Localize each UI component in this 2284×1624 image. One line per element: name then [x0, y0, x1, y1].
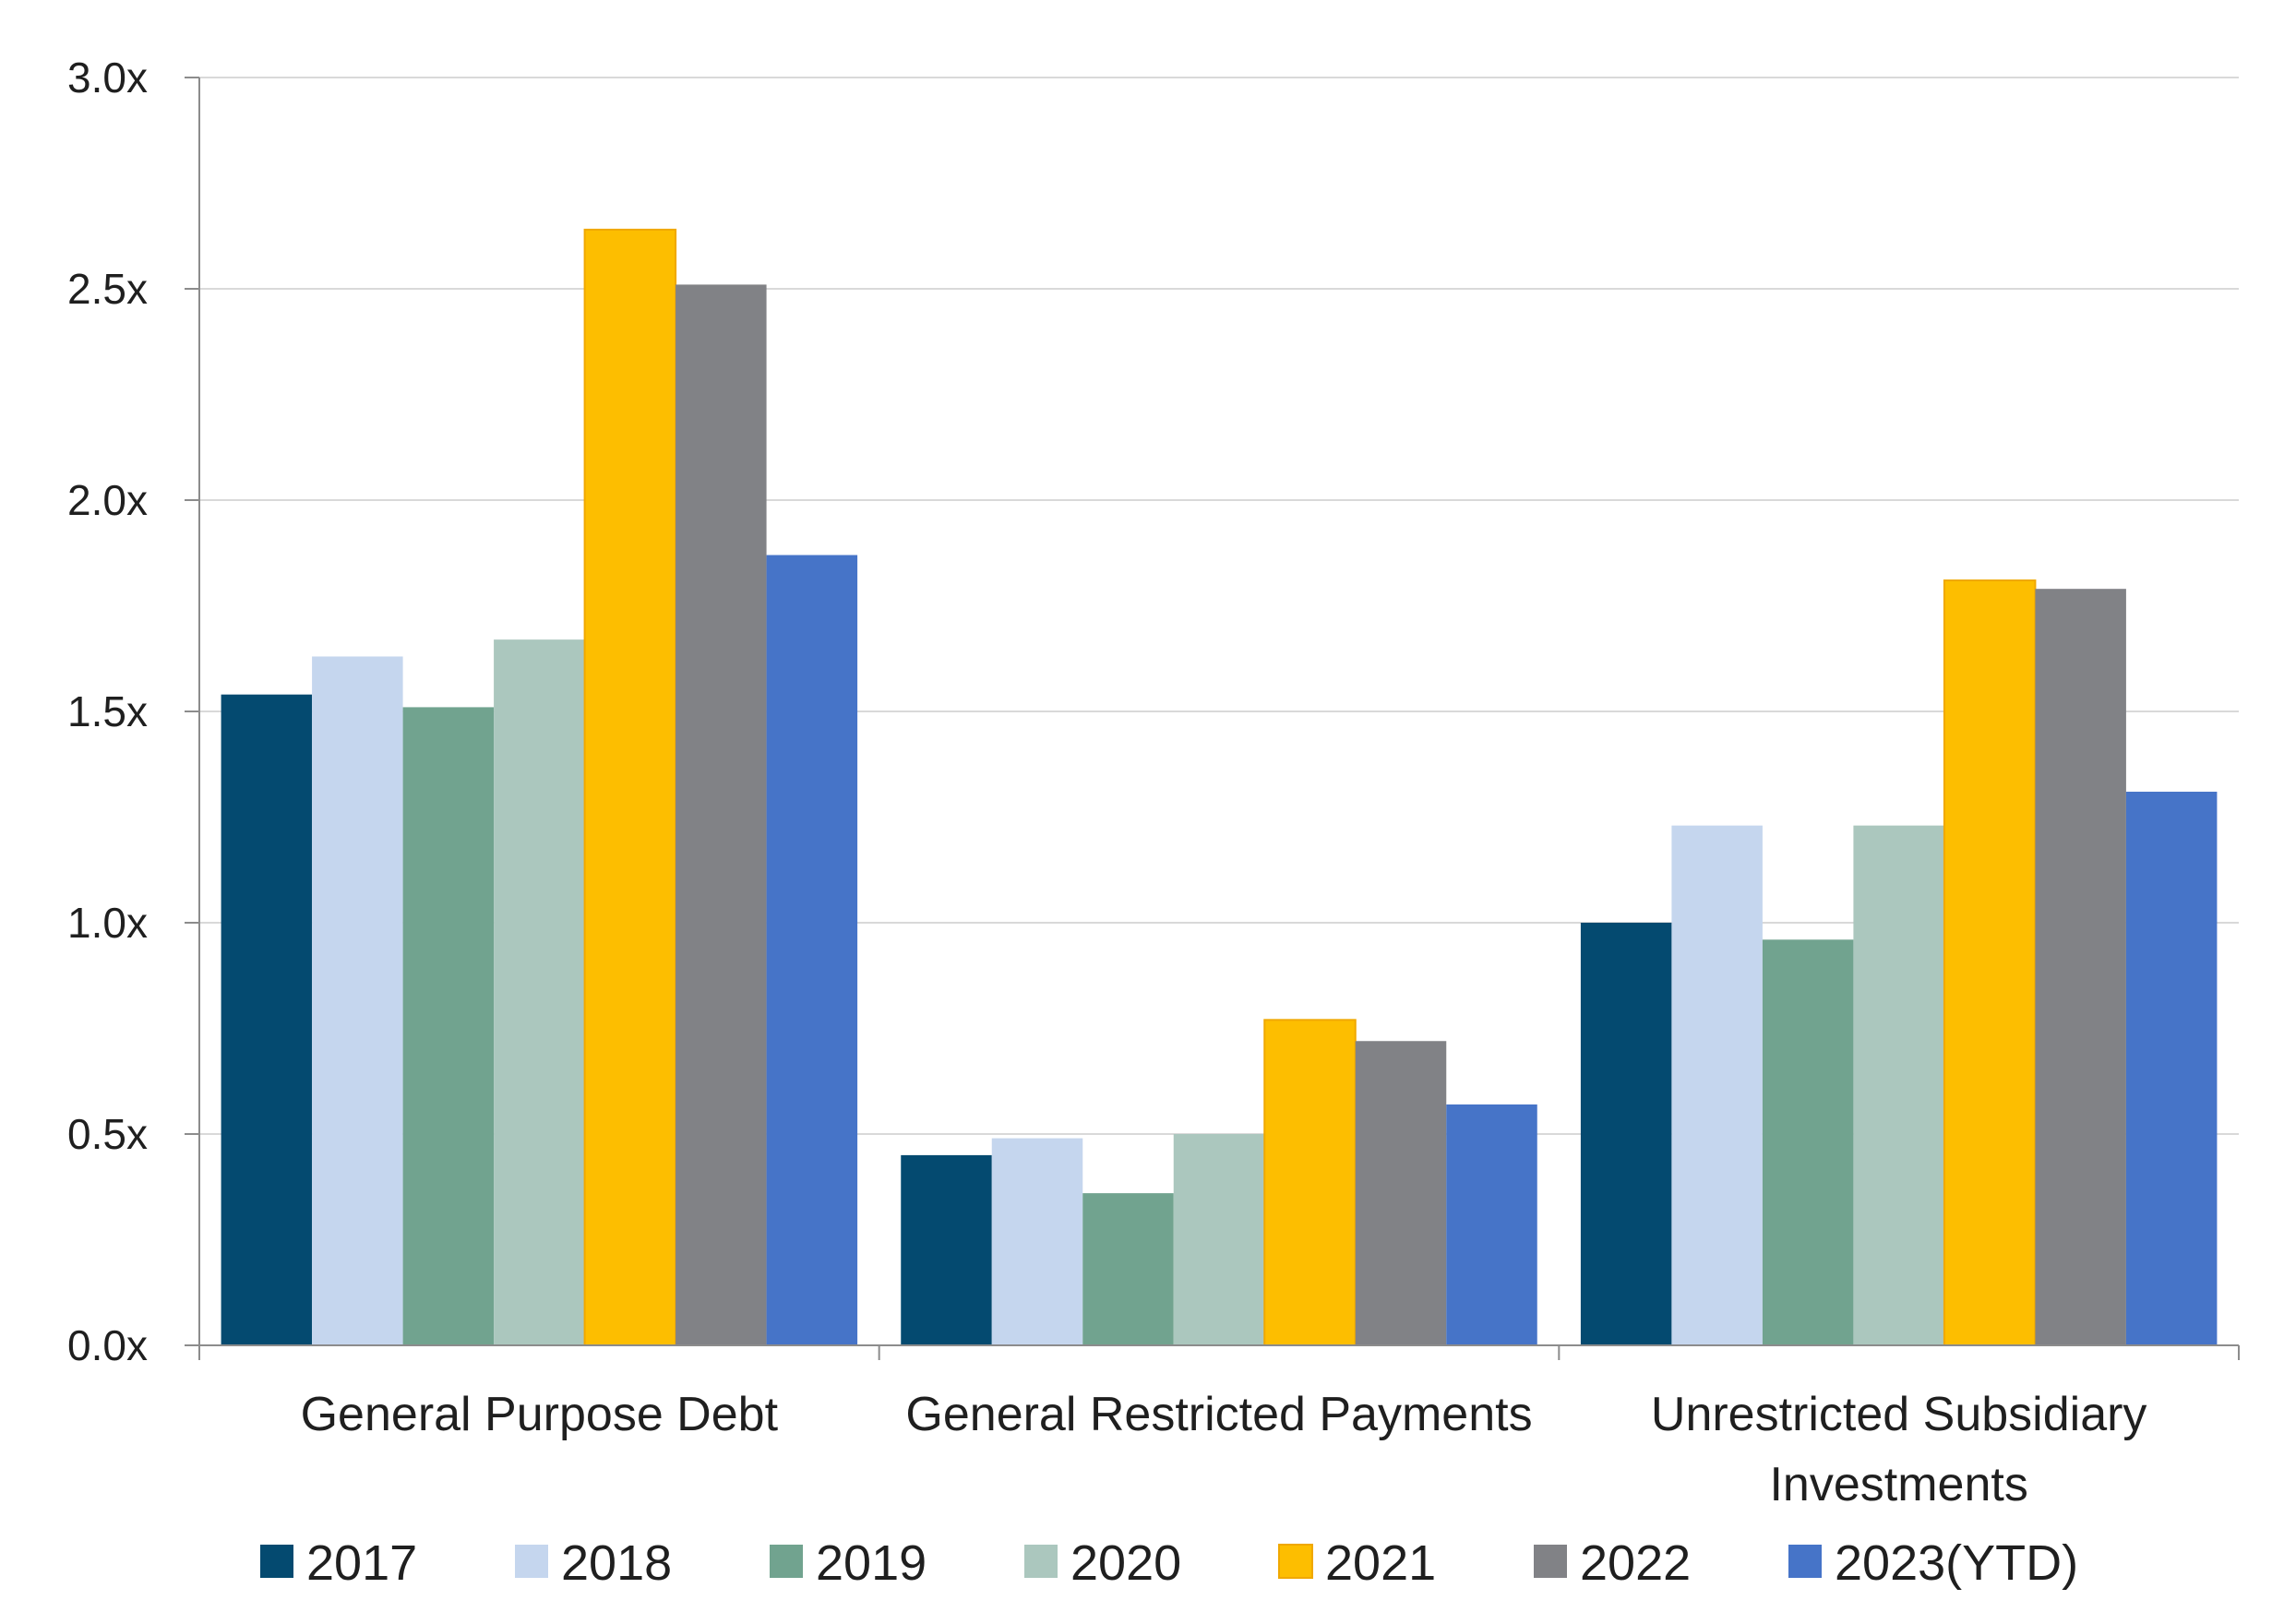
- bar-2018-cat-2: [1671, 825, 1763, 1345]
- legend-label: 2021: [1325, 1535, 1436, 1591]
- legend-label: 2023(YTD): [1835, 1535, 2078, 1591]
- bar-2023-ytd-cat-0: [766, 555, 858, 1345]
- legend-item: 2017: [260, 1535, 417, 1591]
- bar-2019-cat-2: [1762, 939, 1854, 1345]
- legend-swatch: [1024, 1545, 1058, 1578]
- category-label: Unrestricted Subsidiary: [1651, 1388, 2147, 1441]
- legend-swatch: [515, 1545, 548, 1578]
- bar-2020-cat-2: [1853, 825, 1944, 1345]
- legend-item: 2022: [1534, 1535, 1691, 1591]
- legend-label: 2020: [1070, 1535, 1181, 1591]
- legend-label: 2019: [816, 1535, 927, 1591]
- bar-2021-cat-0: [583, 228, 677, 1346]
- bar-2017-cat-1: [901, 1154, 992, 1345]
- axis-labels: 0.0x 0.5x 1.0x 1.5x 2.0x 2.5x 3.0x General Purp…: [67, 54, 2146, 1511]
- legend-label: 2017: [306, 1535, 417, 1591]
- bar-2018-cat-0: [312, 656, 403, 1345]
- bar-2020-cat-1: [1173, 1134, 1265, 1345]
- y-tick-label: 0.0x: [67, 1321, 148, 1369]
- category-label: General Purpose Debt: [301, 1388, 779, 1441]
- legend-item: 2020: [1024, 1535, 1181, 1591]
- axes: [185, 77, 2240, 1360]
- bars: [221, 228, 2218, 1346]
- y-tick-label: 1.5x: [67, 687, 148, 735]
- bar-2022-cat-2: [2035, 589, 2126, 1345]
- bar-2019-cat-1: [1082, 1193, 1174, 1345]
- bar-2022-cat-0: [676, 284, 767, 1345]
- bar-2023-ytd-cat-2: [2125, 792, 2218, 1345]
- legend-swatch: [1278, 1544, 1313, 1579]
- legend-label: 2022: [1580, 1535, 1691, 1591]
- legend-item: 2019: [770, 1535, 927, 1591]
- category-label: General Restricted Payments: [905, 1388, 1532, 1441]
- bar-2017-cat-0: [221, 694, 313, 1345]
- legend-swatch: [1788, 1545, 1822, 1578]
- y-tick-label: 1.0x: [67, 899, 148, 947]
- bar-2021-cat-2: [1943, 579, 2037, 1346]
- legend-swatch: [770, 1545, 803, 1578]
- y-tick-label: 2.5x: [67, 265, 148, 313]
- bar-2023-ytd-cat-1: [1446, 1104, 1537, 1345]
- y-tick-label: 2.0x: [67, 476, 148, 524]
- bar-2019-cat-0: [402, 707, 495, 1345]
- legend-item: 2018: [515, 1535, 672, 1591]
- y-tick-label: 0.5x: [67, 1110, 148, 1158]
- bar-2022-cat-1: [1355, 1041, 1447, 1345]
- legend-swatch: [1534, 1545, 1567, 1578]
- legend: 2017 2018 2019 2020 2021 2022 2023(YTD): [260, 1535, 2078, 1591]
- bar-2018-cat-1: [991, 1138, 1083, 1345]
- legend-item: 2021: [1278, 1535, 1436, 1591]
- bar-2017-cat-2: [1580, 923, 1672, 1345]
- bar-2020-cat-0: [494, 639, 585, 1345]
- y-tick-label: 3.0x: [67, 54, 148, 102]
- legend-swatch: [260, 1545, 293, 1578]
- legend-label: 2018: [561, 1535, 672, 1591]
- category-label: Investments: [1769, 1458, 2027, 1511]
- legend-item: 2023(YTD): [1788, 1535, 2078, 1591]
- bar-2021-cat-1: [1263, 1019, 1357, 1346]
